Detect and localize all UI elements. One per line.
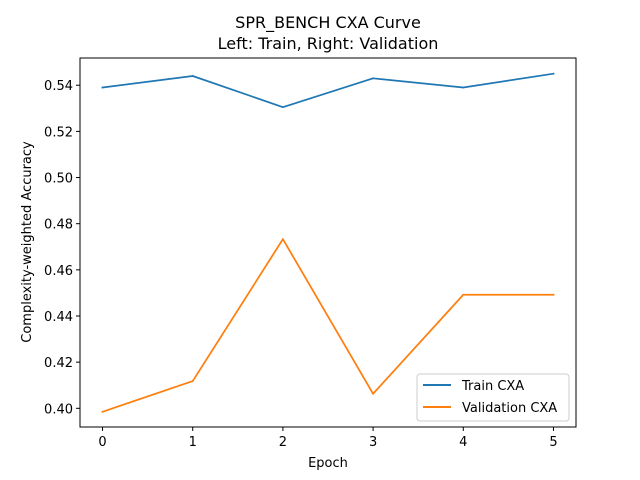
y-tick-label: 0.50 bbox=[44, 172, 73, 187]
y-tick-label: 0.46 bbox=[44, 264, 73, 279]
data-point bbox=[101, 410, 104, 413]
x-axis: 0 1 2 3 4 5 bbox=[98, 427, 558, 450]
data-point bbox=[462, 293, 465, 296]
plot-frame bbox=[79, 57, 577, 428]
data-point bbox=[372, 392, 374, 395]
chart-title: SPR_BENCH CXA Curve bbox=[235, 13, 421, 33]
data-point bbox=[462, 86, 465, 89]
chart-subtitle: Left: Train, Right: Validation bbox=[218, 34, 439, 53]
data-point bbox=[282, 106, 284, 109]
x-tick-label: 4 bbox=[459, 435, 467, 450]
data-point bbox=[191, 380, 194, 382]
data-point bbox=[191, 75, 194, 77]
y-tick-label: 0.42 bbox=[44, 356, 73, 371]
data-point bbox=[552, 72, 555, 75]
legend: Train CXA Validation CXA bbox=[416, 373, 570, 422]
y-axis-label: Complexity-weighted Accuracy bbox=[20, 141, 35, 343]
y-tick-label: 0.40 bbox=[44, 402, 73, 417]
data-point bbox=[101, 86, 104, 89]
series-line-validation bbox=[101, 238, 555, 413]
y-tick-label: 0.54 bbox=[44, 79, 73, 94]
x-tick-label: 0 bbox=[98, 435, 106, 450]
data-point bbox=[282, 238, 284, 241]
x-tick-label: 3 bbox=[369, 435, 377, 450]
data-point bbox=[372, 77, 374, 80]
data-point bbox=[552, 293, 555, 296]
y-tick-label: 0.44 bbox=[44, 310, 73, 325]
legend-box bbox=[416, 373, 570, 422]
legend-label-validation: Validation CXA bbox=[462, 401, 557, 416]
y-axis: 0.40 0.42 0.44 0.46 0.48 0.50 0.52 0.54 bbox=[44, 79, 80, 417]
legend-label-train: Train CXA bbox=[461, 379, 524, 394]
x-tick-label: 1 bbox=[189, 435, 197, 450]
x-tick-label: 2 bbox=[279, 435, 287, 450]
y-tick-label: 0.48 bbox=[44, 218, 73, 233]
x-tick-label: 5 bbox=[549, 435, 557, 450]
y-tick-label: 0.52 bbox=[44, 125, 73, 140]
series-line-train bbox=[101, 72, 555, 109]
series-layer bbox=[101, 72, 555, 413]
x-axis-label: Epoch bbox=[308, 456, 348, 471]
